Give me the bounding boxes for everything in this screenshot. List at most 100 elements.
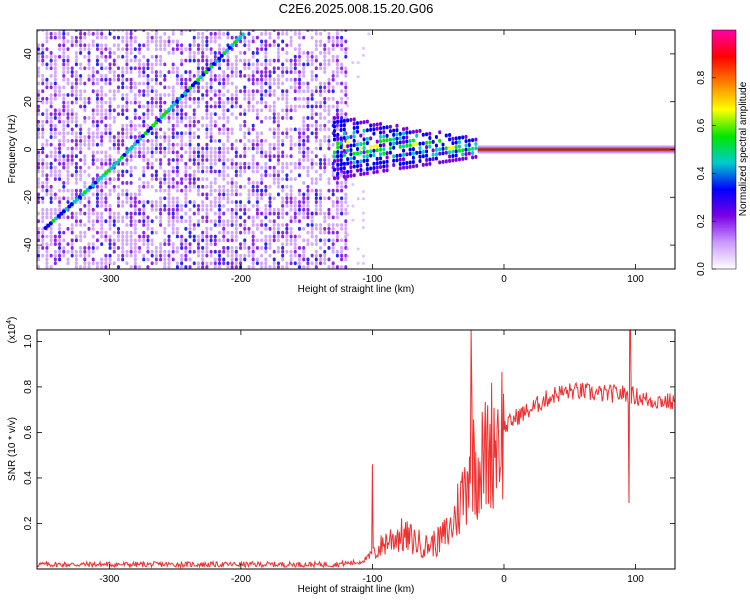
spectrogram-cell	[193, 55, 196, 59]
spectrogram-cell	[298, 212, 301, 216]
spectrogram-cell	[197, 189, 200, 193]
spectrogram-cell	[252, 238, 255, 242]
spectrogram-cell	[214, 265, 217, 269]
spectrogram-carrier-cell	[448, 150, 451, 154]
spectrogram-cell	[319, 227, 322, 231]
spectrogram-cell	[109, 97, 112, 101]
spectrogram-cell	[134, 40, 137, 44]
spectrogram-cell	[315, 154, 318, 158]
spectrogram-cell	[332, 227, 335, 231]
spectrogram-cell	[336, 185, 339, 189]
spectrogram-cell	[159, 258, 162, 262]
spectrogram-cell	[281, 265, 284, 269]
spectrogram-cell	[201, 51, 204, 55]
spectrogram-cell	[176, 116, 179, 120]
spectrogram-carrier-cell	[386, 164, 389, 168]
spectrogram-cell	[83, 158, 86, 162]
spectrogram-cell	[362, 197, 365, 200]
spectrogram-cell	[138, 74, 141, 78]
spectrogram-cell	[79, 254, 82, 258]
spectrogram-cell	[104, 131, 107, 135]
spectrogram-cell	[362, 47, 365, 50]
spectrogram-carrier-cell	[359, 146, 362, 150]
spectrogram-cell	[214, 219, 217, 223]
spectrogram-cell	[172, 231, 175, 235]
spectrogram-cell	[277, 246, 280, 250]
spectrogram-cell	[109, 158, 112, 162]
spectrogram-cell	[285, 43, 288, 47]
spectrogram-cell	[130, 204, 133, 208]
spectrogram-cell	[252, 40, 255, 44]
spectrogram-cell	[315, 200, 318, 204]
spectrogram-cell	[117, 235, 120, 239]
spectrogram-cell	[332, 223, 335, 227]
spectrogram-cell	[281, 70, 284, 74]
spectrogram-cell	[235, 223, 238, 227]
spectrogram-cell	[290, 227, 293, 231]
spectrogram-cell	[311, 231, 314, 235]
spectrogram-carrier-cell	[340, 154, 343, 158]
spectrogram-cell	[252, 162, 255, 166]
spectrogram-cell	[172, 242, 175, 246]
spectrogram-cell	[134, 59, 137, 63]
spectrogram-cell	[327, 97, 330, 101]
spectrogram-cell	[155, 261, 158, 265]
spectrogram-cell	[138, 219, 141, 223]
spectrogram-cell	[193, 112, 196, 116]
spectrogram-cell	[285, 162, 288, 166]
spectrogram-cell	[269, 147, 272, 151]
spectrogram-cell	[134, 200, 137, 204]
spectrogram-cell	[88, 242, 91, 246]
spectrogram-carrier-cell	[382, 126, 385, 130]
spectrogram-cell	[226, 139, 229, 143]
spectrogram-cell	[159, 101, 162, 105]
spectrogram-cell	[104, 181, 107, 185]
spectrogram-cell	[336, 223, 339, 227]
spectrogram-cell	[172, 215, 175, 219]
spectrogram-cell	[269, 196, 272, 200]
spectrogram-cell	[109, 177, 112, 181]
spectrogram-cell	[167, 242, 170, 246]
spectrogram-cell	[151, 112, 154, 116]
spectrogram-cell	[327, 63, 330, 67]
spectrogram-cell	[75, 193, 78, 197]
spectrogram-cell	[54, 242, 57, 246]
spectrogram-cell	[62, 131, 65, 135]
spectrogram-cell	[100, 196, 103, 200]
spectrogram-cell	[117, 36, 120, 40]
spectrogram-cell	[96, 193, 99, 197]
spectrogram-carrier-cell	[392, 129, 395, 133]
spectrogram-cell	[113, 185, 116, 189]
spectrogram-cell	[201, 66, 204, 70]
spectrogram-carrier-cell	[379, 161, 382, 165]
spectrogram-cell	[311, 242, 314, 246]
spectrogram-cell	[125, 250, 128, 254]
spectrogram-cell	[163, 147, 166, 151]
spectrogram-cell	[54, 59, 57, 63]
spectrogram-cell	[151, 208, 154, 212]
spectrogram-cell	[243, 246, 246, 250]
spectrogram-cell	[197, 128, 200, 132]
spectrogram-cell	[88, 204, 91, 208]
spectrogram-cell	[45, 250, 48, 254]
spectrogram-carrier-cell	[372, 153, 375, 157]
spectrogram-cell	[311, 166, 314, 170]
spectrogram-cell	[243, 63, 246, 67]
spectrogram-cell	[92, 219, 95, 223]
spectrogram-cell	[201, 204, 204, 208]
spectrogram-cell	[290, 143, 293, 147]
spectrogram-cell	[88, 265, 91, 269]
spectrogram-carrier-cell	[366, 141, 369, 145]
spectrogram-cell	[172, 185, 175, 189]
spectrogram-cell	[214, 170, 217, 174]
spectrogram-cell	[50, 63, 53, 67]
spectrogram-carrier-cell	[448, 146, 451, 150]
spectrogram-cell	[109, 139, 112, 143]
spectrogram-cell	[117, 55, 120, 59]
spectrogram-cell	[71, 43, 74, 47]
spectrogram-cell	[302, 36, 305, 40]
spectrogram-cell	[130, 265, 133, 269]
spectrogram-cell	[134, 97, 137, 101]
spectrogram-cell	[88, 47, 91, 51]
spectrogram-cell	[193, 227, 196, 231]
